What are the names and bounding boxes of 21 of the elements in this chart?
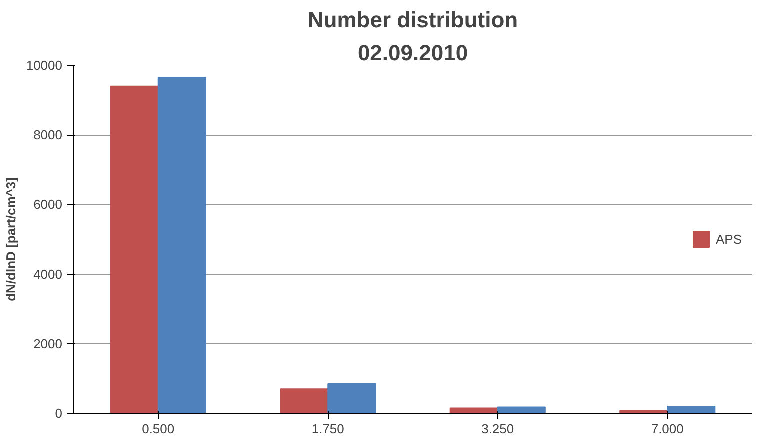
x-tick-label: 3.250 [482, 422, 514, 436]
y-tick-label: 6000 [34, 197, 62, 212]
y-tick-label: 8000 [34, 128, 62, 143]
bar [110, 86, 159, 414]
x-tick-label: 7.000 [651, 422, 684, 436]
bar [158, 77, 206, 414]
y-tick-label: 4000 [34, 266, 62, 282]
y-tick-label: 2000 [34, 336, 62, 352]
y-tick-label: 0 [55, 406, 63, 421]
y-tick-label: 10000 [26, 58, 63, 73]
bar [328, 383, 376, 414]
bar [280, 388, 329, 414]
y-axis-title: dN/dlnD [part/cm^3] [3, 178, 18, 302]
chart-title: Number distribution [308, 8, 518, 32]
bar [620, 410, 668, 414]
legend-label: APS [716, 232, 742, 246]
x-tick-label: 1.750 [312, 422, 344, 436]
bar [497, 406, 546, 414]
bar [667, 406, 716, 414]
chart-subtitle: 02.09.2010 [358, 40, 468, 66]
x-tick-label: 0.500 [142, 422, 175, 436]
